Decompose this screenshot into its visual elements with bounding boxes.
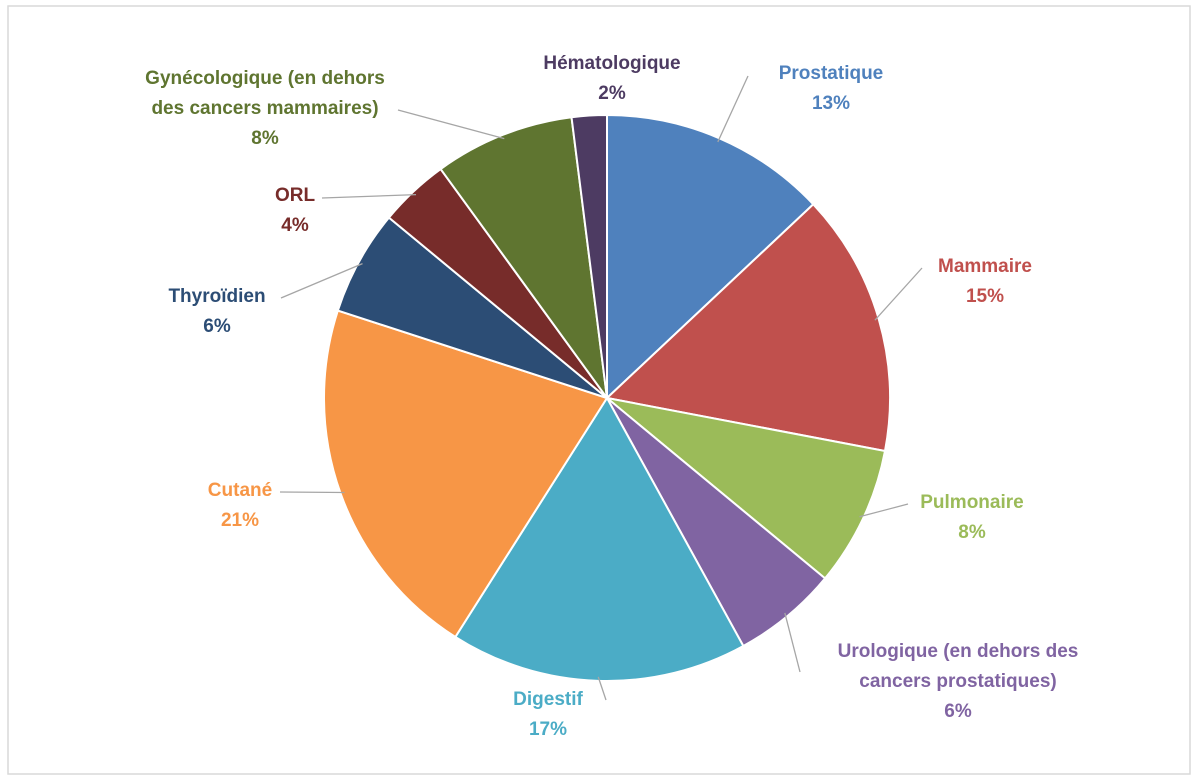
slice-label: Mammaire — [938, 256, 1032, 277]
slice-value-label: 15% — [966, 286, 1004, 307]
leader-line — [321, 193, 417, 199]
slice-label: Thyroïdien — [168, 286, 265, 307]
leader-line — [597, 676, 607, 701]
slice-label: ORL — [275, 185, 316, 206]
slice-label-line: Gynécologique (en dehors — [145, 68, 385, 89]
slice-value-label: 21% — [221, 510, 259, 531]
slice-value-label: 6% — [944, 701, 972, 722]
slice-label-line: des cancers mammaires) — [151, 98, 378, 119]
slice-value-label: 4% — [281, 215, 309, 236]
slice-label: Gynécologique (en dehors des cancers mamm… — [145, 68, 385, 119]
pie-slice — [606, 397, 887, 580]
pie-slice — [570, 113, 608, 399]
slice-label: Digestif — [513, 689, 583, 710]
leader-line — [874, 267, 923, 321]
pie-slice — [323, 309, 609, 639]
leader-line — [859, 503, 909, 518]
leader-line — [397, 109, 505, 140]
slice-value-label: 2% — [598, 83, 626, 104]
slice-label-line: Pulmonaire — [920, 492, 1023, 513]
slice-label-line: cancers prostatiques) — [859, 671, 1056, 692]
slice-label-line: Cutané — [208, 480, 272, 501]
leader-line — [717, 75, 749, 143]
slice-label-line: Prostatique — [779, 63, 884, 84]
slice-value-label: 8% — [958, 522, 986, 543]
leader-line — [279, 491, 345, 494]
leader-line — [784, 612, 801, 673]
slice-value-label: 8% — [251, 128, 279, 149]
slice-label: Cutané — [208, 480, 272, 501]
slice-label-line: Mammaire — [938, 256, 1032, 277]
slice-value-label: 17% — [529, 719, 567, 740]
slice-value-label: 13% — [812, 93, 850, 114]
pie-slice — [604, 202, 891, 453]
slice-label-line: Digestif — [513, 689, 583, 710]
slice-label: Pulmonaire — [920, 492, 1023, 513]
pie-slice — [439, 116, 608, 399]
slice-label: Prostatique — [779, 63, 884, 84]
slice-label-line: Hématologique — [543, 53, 680, 74]
slice-label: Hématologique — [543, 53, 680, 74]
slice-label: Urologique (en dehors des cancers prostat… — [838, 641, 1079, 692]
slice-label-line: ORL — [275, 185, 316, 206]
slice-label-line: Urologique (en dehors des — [838, 641, 1079, 662]
leader-line — [280, 262, 363, 299]
pie-slice — [453, 396, 745, 682]
slice-value-label: 6% — [203, 316, 231, 337]
slice-label-line: Thyroïdien — [168, 286, 265, 307]
